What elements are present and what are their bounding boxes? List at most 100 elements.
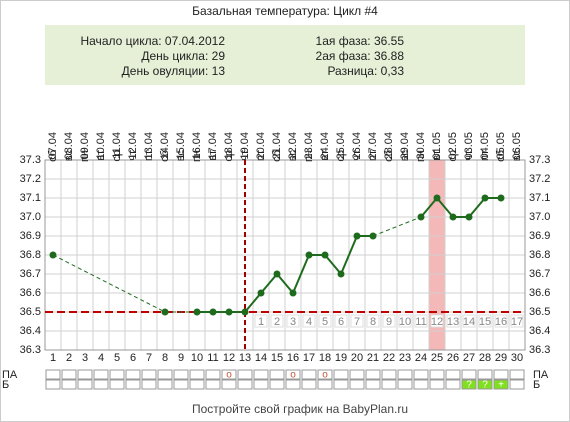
x-tick-label: 16 [287, 352, 299, 364]
date-label: 30.04 [415, 132, 427, 160]
weekday-label: вс [287, 150, 299, 162]
date-label: 25.04 [335, 132, 347, 160]
row-cell [141, 369, 157, 380]
x-tick-label: 29 [495, 352, 507, 364]
weekday-label: чт [127, 150, 139, 161]
row-cell [237, 379, 253, 390]
date-label: 27.04 [367, 132, 379, 160]
phase-label: 8 [370, 316, 376, 328]
row-label-right: Б [533, 379, 540, 391]
y-tick-label-right: 37.3 [529, 154, 550, 166]
y-tick-label-right: 36.7 [529, 268, 550, 280]
row-cell [45, 369, 61, 380]
row-cell [93, 369, 109, 380]
weekday-label: сб [47, 150, 59, 162]
connector [324, 254, 342, 275]
info-right: 2ая фаза: 36.88 [316, 49, 405, 63]
point [193, 308, 201, 316]
point [273, 270, 281, 278]
x-tick-label: 19 [335, 352, 347, 364]
connector [292, 254, 310, 294]
y-tick-label: 36.3 [20, 344, 41, 356]
plot-border [44, 159, 526, 351]
date-label: 16.04 [191, 132, 203, 160]
date-label: 26.04 [351, 132, 363, 160]
row-cell [509, 379, 525, 390]
y-tick-label-right: 37.2 [529, 173, 550, 185]
y-tick-label: 37.1 [20, 192, 41, 204]
row-cell [413, 379, 429, 390]
point [305, 251, 313, 259]
date-label: 24.04 [319, 132, 331, 160]
connector [468, 197, 486, 218]
row-cell [77, 379, 93, 390]
x-tick-label: 21 [367, 352, 379, 364]
x-tick-label: 11 [207, 352, 218, 364]
x-tick-label: 23 [399, 352, 411, 364]
info-left: День цикла: 29 [141, 49, 225, 63]
x-tick-label: 4 [98, 352, 104, 364]
date-label: 03.05 [463, 132, 475, 160]
row-cell [445, 379, 461, 390]
phase-label: 2 [274, 316, 280, 328]
phase-cell [286, 314, 300, 328]
phase-label: 1 [258, 316, 264, 328]
date-label: 02.05 [447, 132, 459, 160]
date-label: 13.04 [143, 132, 155, 160]
row-cell [77, 369, 93, 380]
gap-connector [372, 216, 422, 237]
row-cell [93, 379, 109, 390]
row-cell [461, 369, 477, 380]
x-tick-label: 5 [114, 352, 120, 364]
row-cell [221, 379, 237, 390]
row-cell [253, 379, 269, 390]
phase-label: 14 [463, 316, 475, 328]
row-cell [157, 369, 173, 380]
weekday-label: сб [159, 150, 171, 162]
y-tick-label: 37.0 [20, 211, 41, 223]
row-cell [365, 379, 381, 390]
date-label: 19.04 [239, 132, 251, 160]
phase-label: 17 [511, 316, 523, 328]
date-label: 28.04 [383, 132, 395, 160]
row-cell [493, 369, 509, 380]
phase-label: 15 [479, 316, 491, 328]
x-tick-label: 8 [162, 352, 168, 364]
point [257, 289, 265, 297]
weekday-label: чт [463, 150, 475, 161]
row-cell [365, 369, 381, 380]
row-cell [61, 379, 77, 390]
row-cell [477, 379, 493, 390]
phase-label: 3 [290, 316, 296, 328]
weekday-label: пт [255, 150, 267, 161]
point [481, 194, 489, 202]
point [337, 270, 345, 278]
row-cell [125, 379, 141, 390]
chart-title: Базальная температура: Цикл #4 [192, 4, 378, 18]
point [497, 194, 505, 202]
date-label: 29.04 [399, 132, 411, 160]
x-tick-label: 17 [303, 352, 315, 364]
weekday-label: ср [223, 150, 235, 162]
date-label: 15.04 [175, 132, 187, 160]
date-label: 11.04 [111, 132, 123, 159]
row-cell [141, 379, 157, 390]
weekday-label: пн [415, 150, 427, 162]
row-cell [109, 379, 125, 390]
phase-cell [510, 314, 524, 328]
x-tick-label: 6 [130, 352, 136, 364]
row-cell [509, 369, 525, 380]
row-cell [269, 369, 285, 380]
phase-cell [334, 314, 348, 328]
x-tick-label: 20 [351, 352, 363, 364]
y-tick-label-right: 36.8 [529, 249, 550, 261]
row-cell [413, 369, 429, 380]
phase-label: 12 [431, 316, 443, 328]
point [417, 213, 425, 221]
phase-cell [350, 314, 364, 328]
row-cell [173, 379, 189, 390]
date-label: 01.05 [431, 132, 443, 160]
point [161, 308, 169, 316]
row-cell [285, 369, 301, 380]
